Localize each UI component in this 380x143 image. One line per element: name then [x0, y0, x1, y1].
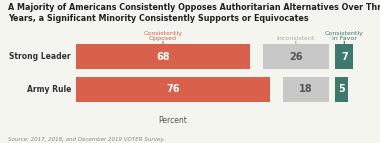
Text: Army Rule: Army Rule: [27, 85, 71, 94]
Text: Source: 2017, 2018, and December 2019 VOTER Survey.: Source: 2017, 2018, and December 2019 VO…: [8, 137, 165, 142]
Bar: [76, 44, 250, 69]
Text: Strong Leader: Strong Leader: [9, 52, 71, 61]
Bar: [263, 44, 329, 69]
Text: A Majority of Americans Consistently Opposes Authoritarian Alternatives Over Thr: A Majority of Americans Consistently Opp…: [8, 3, 380, 23]
Text: Consistently
Opposed: Consistently Opposed: [143, 30, 182, 41]
Text: 76: 76: [166, 84, 180, 94]
Text: 68: 68: [156, 52, 170, 62]
Bar: [335, 77, 348, 102]
Text: Consistently
in Favor: Consistently in Favor: [325, 30, 364, 41]
Bar: [76, 77, 270, 102]
Text: Inconsistent: Inconsistent: [277, 36, 315, 41]
Text: 5: 5: [338, 84, 345, 94]
Text: 18: 18: [299, 84, 313, 94]
Text: 7: 7: [341, 52, 348, 62]
Bar: [283, 77, 329, 102]
Bar: [335, 44, 353, 69]
Text: Percent: Percent: [159, 116, 188, 125]
Text: 26: 26: [289, 52, 302, 62]
